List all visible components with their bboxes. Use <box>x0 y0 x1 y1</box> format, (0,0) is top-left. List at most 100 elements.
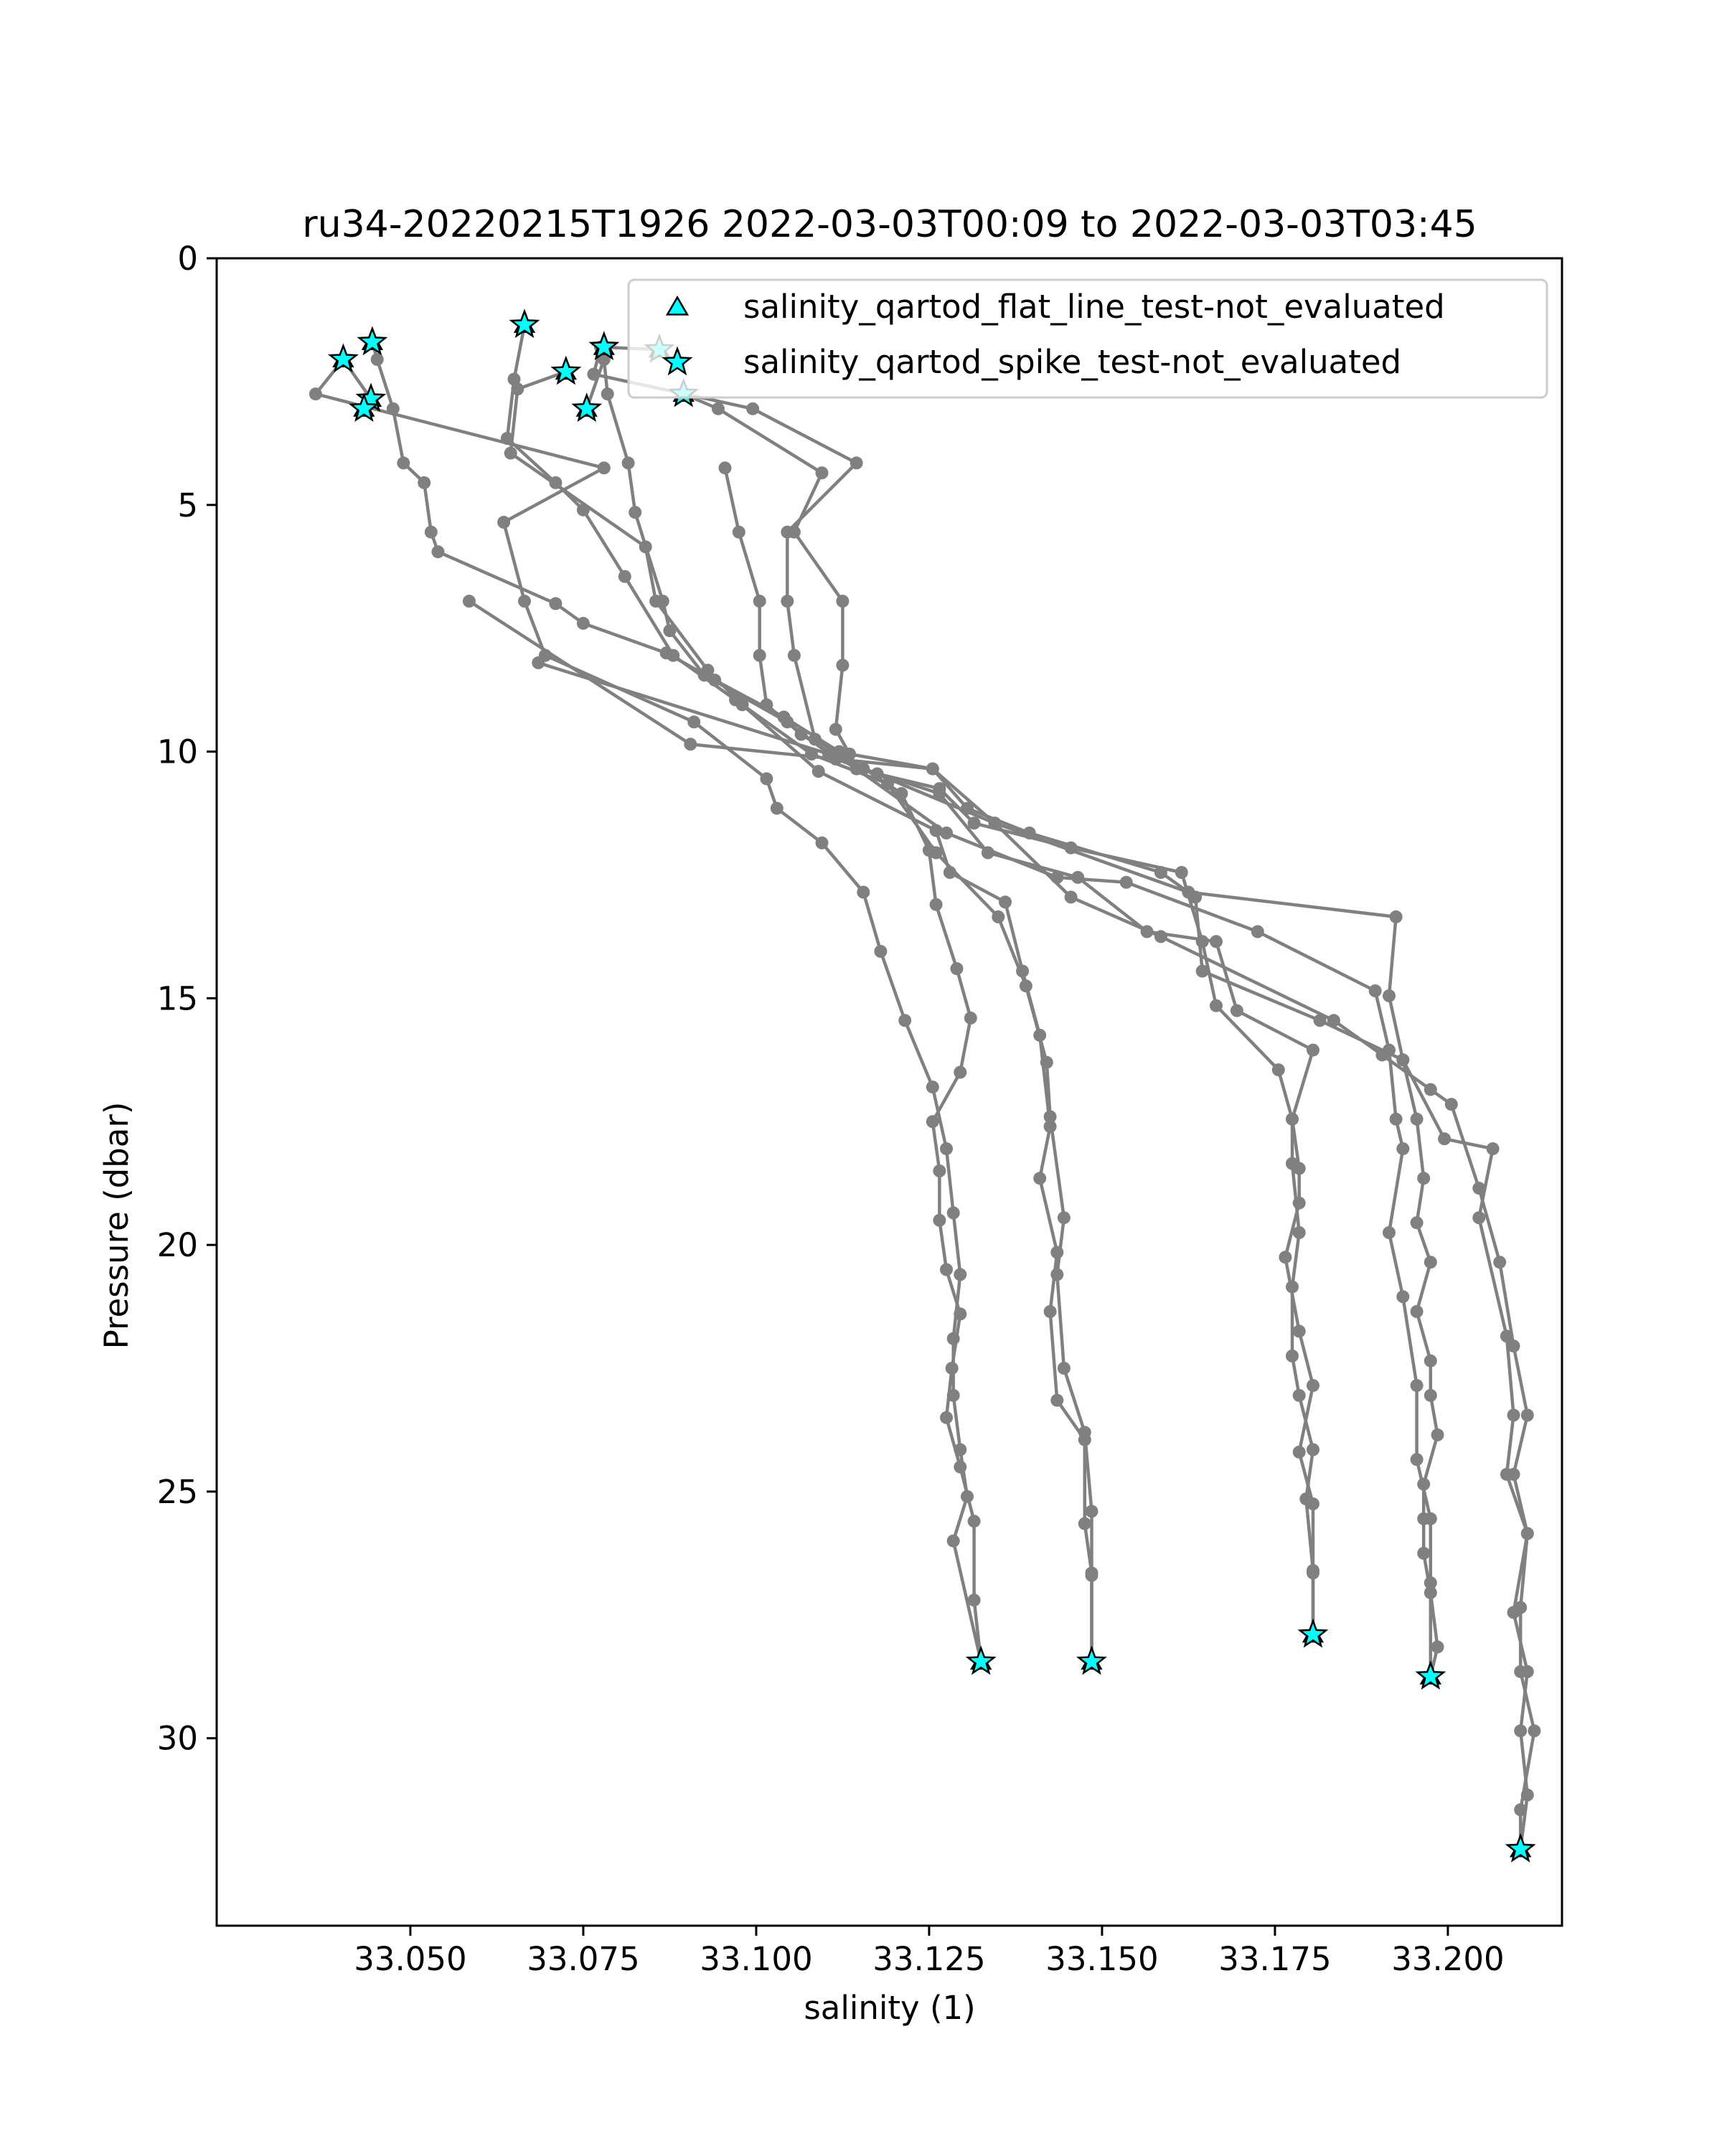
data-point <box>1507 1340 1520 1353</box>
data-point <box>929 846 943 860</box>
data-point <box>507 372 521 386</box>
data-point <box>1154 866 1167 879</box>
spike-flag-marker <box>550 355 582 385</box>
data-point <box>1417 1546 1431 1560</box>
data-point <box>836 594 850 608</box>
y-tick-label: 15 <box>157 979 198 1017</box>
data-point <box>1016 964 1030 978</box>
data-point <box>1327 1014 1340 1027</box>
data-point <box>1410 1453 1424 1467</box>
data-point <box>1279 1251 1292 1264</box>
data-point <box>1410 1305 1424 1318</box>
chart-title: ru34-20220215T1926 2022-03-03T00:09 to 2… <box>302 203 1477 246</box>
data-point <box>1085 1505 1098 1518</box>
legend-label: salinity_qartod_flat_line_test-not_evalu… <box>743 288 1445 326</box>
data-point <box>967 1594 981 1607</box>
profile-series <box>532 656 1534 1856</box>
data-point <box>1375 1048 1389 1062</box>
spike-flag-marker <box>348 392 380 422</box>
data-point <box>954 1268 967 1281</box>
data-point <box>1271 1063 1285 1077</box>
data-point <box>753 649 766 662</box>
data-point <box>1251 925 1264 938</box>
data-point <box>711 402 725 415</box>
y-tick-label: 0 <box>177 240 198 278</box>
data-point <box>1057 1362 1071 1375</box>
data-point <box>929 898 943 911</box>
profile-series <box>462 594 1541 1856</box>
data-point <box>735 698 749 712</box>
data-point <box>418 476 431 489</box>
data-point <box>933 1213 946 1227</box>
data-point <box>1050 1393 1064 1407</box>
data-point <box>1500 1329 1513 1343</box>
data-point <box>1472 1182 1486 1195</box>
data-point <box>781 594 794 608</box>
spike-flag-marker <box>327 343 359 373</box>
data-point <box>787 525 801 539</box>
data-point <box>950 962 964 976</box>
data-point <box>397 456 410 470</box>
data-point <box>370 353 384 366</box>
x-tick-label: 33.175 <box>1218 1940 1331 1978</box>
data-point <box>1424 1354 1437 1367</box>
x-tick-label: 33.100 <box>700 1940 812 1978</box>
data-point <box>424 525 438 539</box>
profile-series <box>309 353 988 1669</box>
y-tick-label: 25 <box>157 1473 198 1511</box>
data-point <box>940 827 953 839</box>
data-point <box>1520 1408 1534 1422</box>
data-point <box>1514 1724 1528 1738</box>
data-point <box>597 353 611 366</box>
profile-line <box>723 467 1433 1677</box>
data-point <box>967 816 981 830</box>
data-point <box>618 570 631 583</box>
data-point <box>815 836 829 849</box>
data-point <box>1368 984 1382 997</box>
data-point <box>946 1534 960 1548</box>
y-axis-label: Pressure (dbar) <box>98 1102 136 1350</box>
data-point <box>1410 1379 1424 1393</box>
data-point <box>1307 1443 1319 1456</box>
profile-series <box>580 353 1319 1642</box>
data-point <box>1514 1803 1528 1817</box>
spike-flag-marker <box>588 331 620 360</box>
axes-layer: 33.050 33.075 33.100 33.125 33.150 33.175 33.2… <box>157 240 1563 1978</box>
data-point <box>794 728 808 741</box>
data-point <box>933 1164 946 1177</box>
data-point <box>1307 1043 1319 1057</box>
data-point <box>1043 1305 1057 1318</box>
data-point <box>511 382 524 396</box>
data-point <box>1424 1388 1437 1402</box>
data-point <box>697 669 711 682</box>
data-point <box>597 461 611 475</box>
data-point <box>1050 1246 1064 1259</box>
data-point <box>1514 1601 1528 1614</box>
spike-flag-marker <box>965 1645 997 1675</box>
data-point <box>1410 1216 1424 1230</box>
data-point <box>1389 910 1403 923</box>
data-point <box>967 1515 981 1528</box>
data-point <box>874 945 888 958</box>
data-point <box>1396 1053 1410 1067</box>
data-point <box>718 461 732 475</box>
data-point <box>518 594 531 608</box>
x-tick-label: 33.200 <box>1391 1940 1504 1978</box>
data-point <box>532 656 545 669</box>
spike-flag-marker <box>1415 1660 1446 1690</box>
data-point <box>992 910 1005 923</box>
data-point <box>1431 1428 1444 1441</box>
spike-flag-marker <box>509 309 540 339</box>
data-point <box>687 715 701 729</box>
data-point <box>1307 1563 1319 1577</box>
data-point <box>1528 1724 1541 1738</box>
data-point <box>1383 989 1396 1002</box>
data-point <box>760 698 773 712</box>
x-tick-label: 33.075 <box>527 1940 639 1978</box>
data-point <box>1383 1226 1396 1239</box>
data-point <box>576 616 590 630</box>
data-point <box>843 748 857 761</box>
data-point <box>1078 1517 1091 1530</box>
data-point <box>1064 890 1078 904</box>
